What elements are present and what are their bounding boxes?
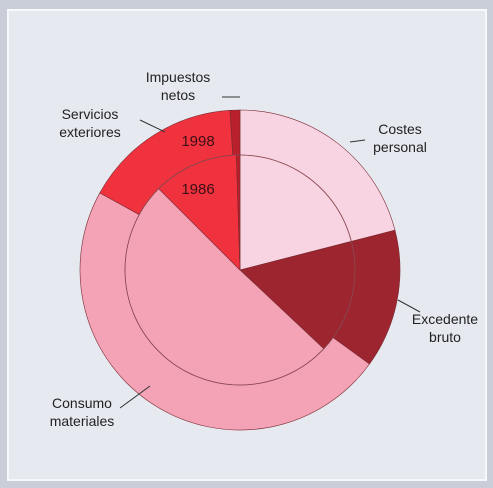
- category-label: Impuestos netos: [146, 69, 211, 103]
- category-label: Consumo materiales: [50, 395, 115, 429]
- ring-outline: [124, 154, 356, 386]
- leader-line: [119, 385, 151, 409]
- series-label: 1998: [181, 133, 214, 150]
- category-label: Servicios exteriores: [59, 106, 120, 140]
- leader-line: [139, 119, 166, 133]
- leader-line: [397, 299, 421, 313]
- category-label: Excedente bruto: [412, 311, 478, 345]
- series-label: 1986: [181, 181, 214, 198]
- category-label: Costes personal: [373, 121, 427, 155]
- leader-line: [349, 139, 366, 143]
